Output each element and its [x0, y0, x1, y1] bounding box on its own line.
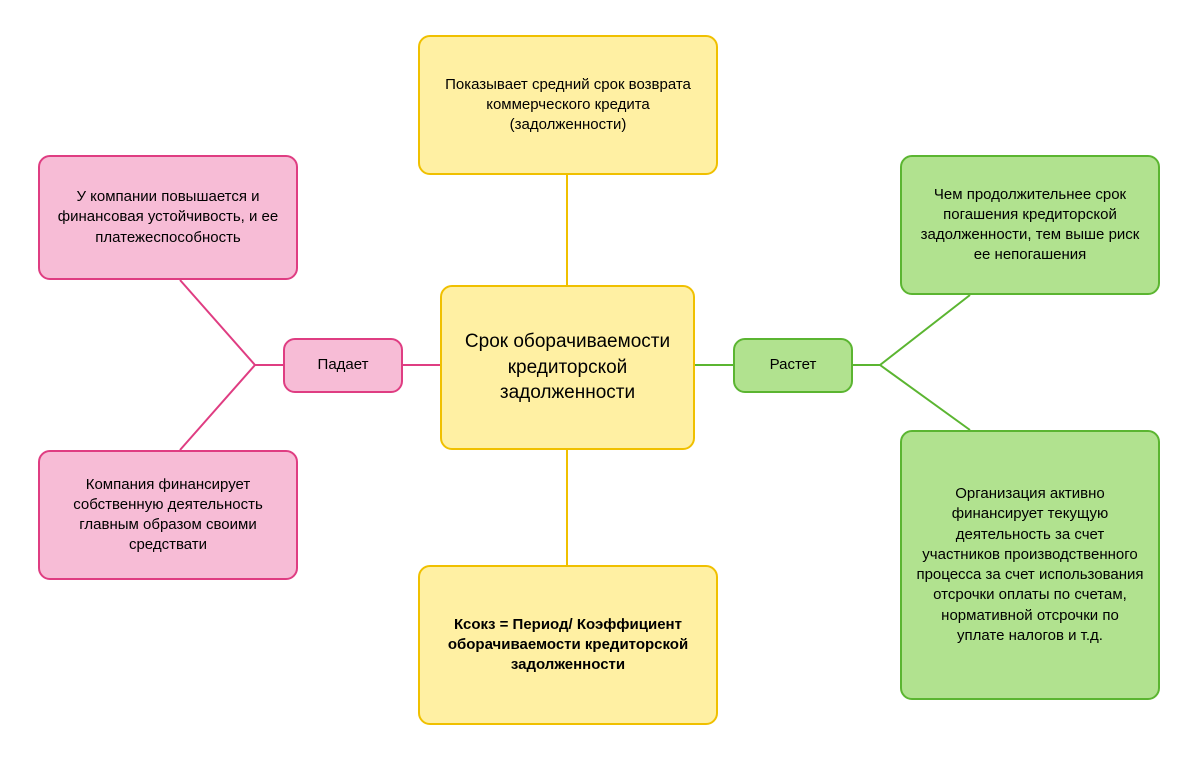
node-top: Показывает средний срок возврата коммерч…	[418, 35, 718, 175]
edge-left_label-pink_bottom	[180, 365, 283, 450]
node-pink_top: У компании повышается и финансовая устой…	[38, 155, 298, 280]
node-bottom: Ксокз = Период/ Коэффициент оборачиваемо…	[418, 565, 718, 725]
node-pink_bottom: Компания финансирует собственную деятель…	[38, 450, 298, 580]
node-left_label: Падает	[283, 338, 403, 393]
node-center: Срок оборачиваемости кредиторской задолж…	[440, 285, 695, 450]
node-green_top: Чем продолжительнее срок погашения креди…	[900, 155, 1160, 295]
edge-right_label-green_bottom	[853, 365, 970, 430]
node-right_label: Растет	[733, 338, 853, 393]
edge-left_label-pink_top	[180, 280, 283, 365]
node-green_bottom: Организация активно финансирует текущую …	[900, 430, 1160, 700]
edge-right_label-green_top	[853, 295, 970, 365]
